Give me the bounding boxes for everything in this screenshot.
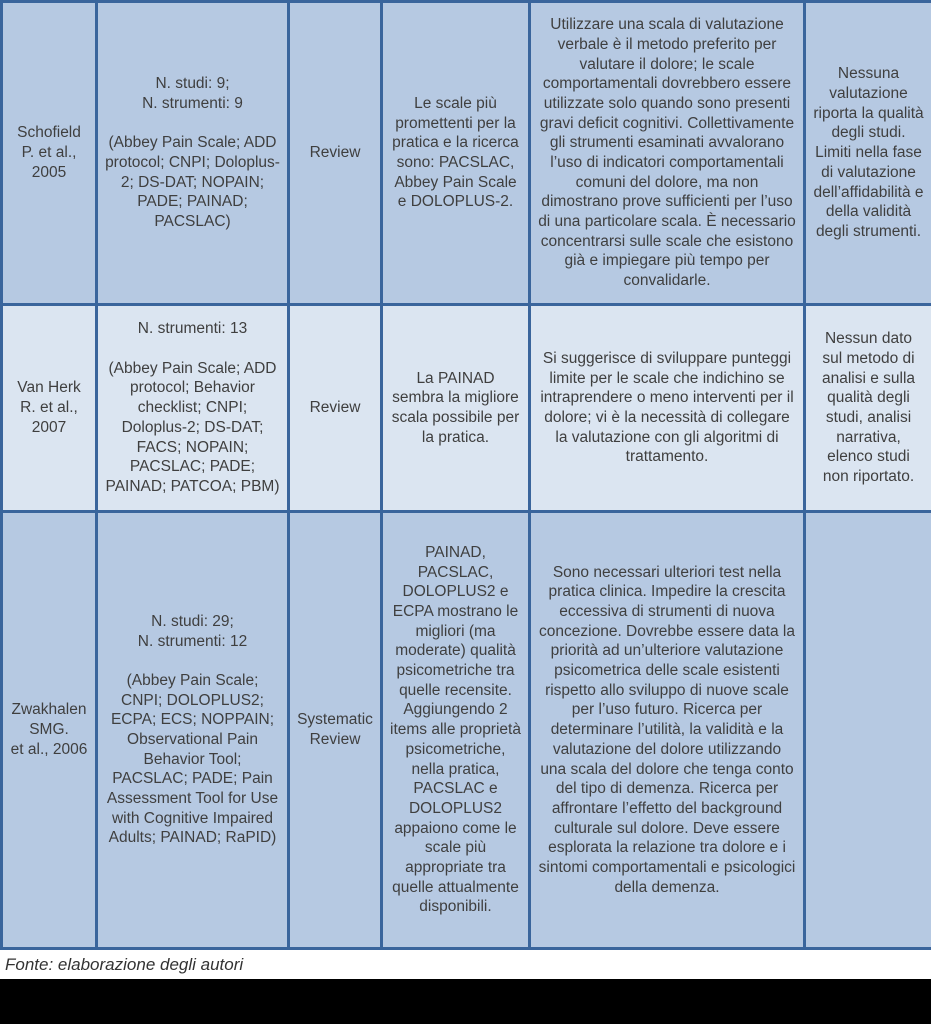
bottom-black-band [0,979,931,1024]
author-cell: Zwakhalen SMG. et al., 2006 [0,510,98,950]
study-type-cell: Systematic Review [287,510,383,950]
study-type-cell: Review [287,0,383,306]
table-row: Zwakhalen SMG. et al., 2006 N. studi: 29… [0,510,931,950]
conclusions-cell: Utilizzare una scala di valutazione verb… [528,0,806,306]
studies-cell: N. strumenti: 13 (Abbey Pain Scale; ADD … [95,303,290,513]
studies-cell: N. studi: 9; N. strumenti: 9 (Abbey Pain… [95,0,290,306]
source-note: Fonte: elaborazione degli autori [0,950,931,979]
findings-cell: La PAINAD sembra la migliore scala possi… [380,303,531,513]
table-row: Van Herk R. et al., 2007 N. strumenti: 1… [0,303,931,513]
conclusions-cell: Sono necessari ulteriori test nella prat… [528,510,806,950]
author-cell: Van Herk R. et al., 2007 [0,303,98,513]
limits-cell: Nessuna valutazione riporta la qualità d… [803,0,931,306]
table-row: Schofield P. et al., 2005 N. studi: 9; N… [0,0,931,306]
source-note-text: Fonte: elaborazione degli autori [5,954,244,974]
literature-review-table: Schofield P. et al., 2005 N. studi: 9; N… [0,0,931,950]
limits-cell [803,510,931,950]
author-cell: Schofield P. et al., 2005 [0,0,98,306]
study-type-cell: Review [287,303,383,513]
findings-cell: Le scale più promettenti per la pratica … [380,0,531,306]
studies-cell: N. studi: 29; N. strumenti: 12 (Abbey Pa… [95,510,290,950]
findings-cell: PAINAD, PACSLAC, DOLOPLUS2 e ECPA mostra… [380,510,531,950]
limits-cell: Nessun dato sul metodo di analisi e sull… [803,303,931,513]
conclusions-cell: Si suggerisce di sviluppare punteggi lim… [528,303,806,513]
